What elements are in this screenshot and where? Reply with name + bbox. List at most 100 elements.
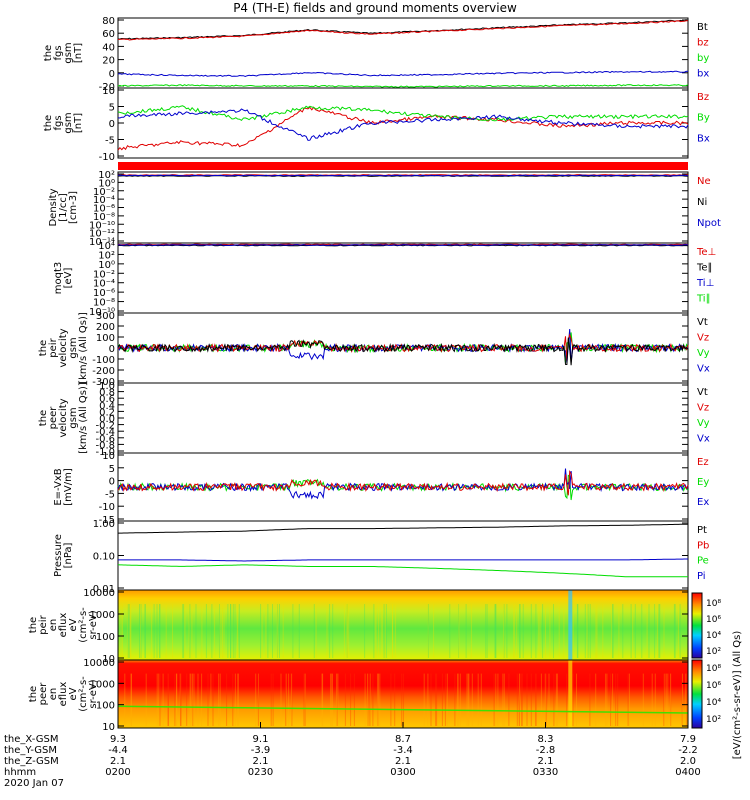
legend-Ti⊥: Ti⊥ [696, 278, 714, 289]
y-axis-label: thepeirenefluxeV(cm²-s-sr-eV) [28, 607, 99, 643]
y-tick-label: 5 [109, 464, 115, 475]
series-Pt [118, 523, 688, 534]
y-tick-label: 1.00 [93, 519, 115, 530]
y-tick-label: 0.01 [93, 584, 115, 595]
panel-e-field: 10 5 0-5 -10 -15 E=-VxB[mV/m] Ez Ey Ex [53, 451, 709, 526]
colorbar-label: [eV/(cm²-s-sr-eV)] (All Qs) [732, 631, 743, 760]
y-axis-label-line: peir [48, 337, 59, 357]
legend-Vz: Vz [697, 403, 709, 414]
colorbar-tick: 10² [706, 647, 721, 657]
y-tick-label: 0 [109, 119, 115, 130]
colorbar-tick: 10⁸ [706, 599, 721, 609]
y-tick-label: -0.4 [95, 427, 115, 438]
y-tick-label: 10² [98, 170, 115, 181]
panel-fgs-gsm: 10 5 0 -5 -10 thefgsgsm[nT] Bz By Bx [43, 86, 710, 163]
series-bx [117, 70, 689, 78]
panel-peer-spec: 10000100010010thepeerenefluxeV(cm²-s-sr-… [28, 658, 689, 733]
y-tick-label: 80 [102, 16, 115, 27]
y-axis-label-line: the [28, 686, 39, 702]
series-bz [117, 20, 688, 41]
y-tick-label: 0.4 [99, 401, 115, 412]
spectrogram-burst [568, 660, 573, 728]
y-axis-label: moqt3[eV] [53, 262, 74, 295]
x-tick-label: 8.3 [538, 734, 554, 745]
y-tick-label: 10⁰ [98, 260, 115, 271]
y-axis-label-line: [nT] [73, 43, 84, 63]
y-axis-label-line: [nPa] [63, 542, 74, 568]
y-tick-label: -0.6 [95, 434, 115, 445]
density-line-blue [117, 244, 689, 246]
x-row-label: the_Z-GSM [4, 756, 59, 767]
y-tick-label: 0.6 [99, 394, 115, 405]
y-axis-label-line: peir [38, 614, 49, 634]
series-Bt [118, 19, 689, 40]
y-tick-label: 10⁻¹⁴ [89, 237, 115, 248]
legend-By: By [697, 113, 710, 124]
x-row-label: hhmm [4, 767, 36, 778]
y-axis-label-line: [km/s (All Qs)] [78, 382, 89, 454]
x-tick-label: 2.1 [395, 756, 411, 767]
y-tick-label: 0 [109, 69, 115, 80]
legend-bz: bz [697, 38, 709, 49]
y-axis-label-line: the [38, 340, 49, 356]
colorbar-tick: 10² [706, 715, 721, 725]
colorbar-bottom [691, 659, 703, 729]
y-tick-label: 300 [96, 311, 115, 322]
y-axis-label: thepeerenefluxeV(cm²-s-sr-eV) [28, 676, 99, 712]
y-tick-label: 10⁴ [98, 241, 115, 252]
spectrogram-fill [118, 660, 688, 728]
y-axis-label-line: (cm²-s- [78, 607, 89, 643]
y-tick-label: 1000 [90, 610, 115, 621]
panel-frame [117, 382, 689, 454]
y-tick-label: 10 [102, 654, 115, 665]
quality-flag-bar [118, 162, 688, 170]
y-tick-label: 10⁻⁴ [93, 195, 115, 206]
y-axis-label-line: sr-eV) [88, 610, 99, 639]
legend-Ne: Ne [697, 176, 711, 187]
y-axis-label-line: en [48, 619, 59, 632]
series-Pe [117, 564, 688, 578]
legend-Bz: Bz [697, 92, 709, 103]
y-axis-label-line: [mV/m] [63, 468, 74, 506]
y-tick-label: 10 [102, 722, 115, 733]
y-axis-label-line: [eV] [63, 268, 74, 289]
y-axis-label: thepeirvelocitygsm[km/s (All Qs)] [38, 312, 89, 384]
y-tick-label: 10 [102, 86, 115, 97]
legend-Vx: Vx [697, 434, 710, 445]
y-tick-label: 10² [98, 250, 115, 261]
legend-Bt: Bt [697, 22, 708, 33]
noise-line-black [117, 337, 689, 366]
y-axis-label: thepeervelocitygsm[km/s (All Qs)] [38, 382, 89, 454]
y-tick-label: -15 [99, 515, 115, 526]
series-By [117, 105, 689, 122]
y-axis-label-line: the [43, 45, 54, 61]
panel-fgs-gsm-tot: 80 60 40 20 0 -20 thefgsgsm[nT] Bt bz by bx [43, 16, 709, 93]
colorbar-tick: 10⁸ [706, 664, 721, 674]
y-tick-label: 0.10 [93, 552, 115, 563]
x-tick-label: 0300 [390, 767, 415, 778]
y-tick-label: 200 [96, 322, 115, 333]
y-tick-label: -0.8 [95, 440, 115, 451]
y-axis-label-line: Density [48, 188, 59, 226]
legend-bx: bx [697, 69, 709, 80]
y-axis-label-line: eflux [58, 613, 69, 638]
x-tick-label: 2.1 [253, 756, 269, 767]
legend-Pb: Pb [697, 540, 709, 551]
spacecraft-potential-line [117, 705, 689, 714]
y-tick-label: -100 [92, 355, 115, 366]
y-tick-label: -10 [99, 152, 115, 163]
y-axis-label: thefgsgsm[nT] [43, 112, 84, 133]
y-axis-label-line: sr-eV) [88, 679, 99, 708]
x-tick-label: 0200 [105, 767, 130, 778]
y-axis-label: E=-VxB[mV/m] [53, 468, 74, 506]
legend-Ti∥: Ti∥ [696, 294, 711, 305]
noise-line-blue [117, 328, 689, 363]
y-tick-label: 60 [102, 29, 115, 40]
legend-Te∥: Te∥ [696, 263, 713, 274]
y-tick-label: 0 [109, 344, 115, 355]
noise-line-green [117, 474, 689, 501]
y-tick-label: 100 [96, 701, 115, 712]
panel-peir-velocity: 3002001000-100-200-300thepeirvelocitygsm… [38, 311, 710, 388]
